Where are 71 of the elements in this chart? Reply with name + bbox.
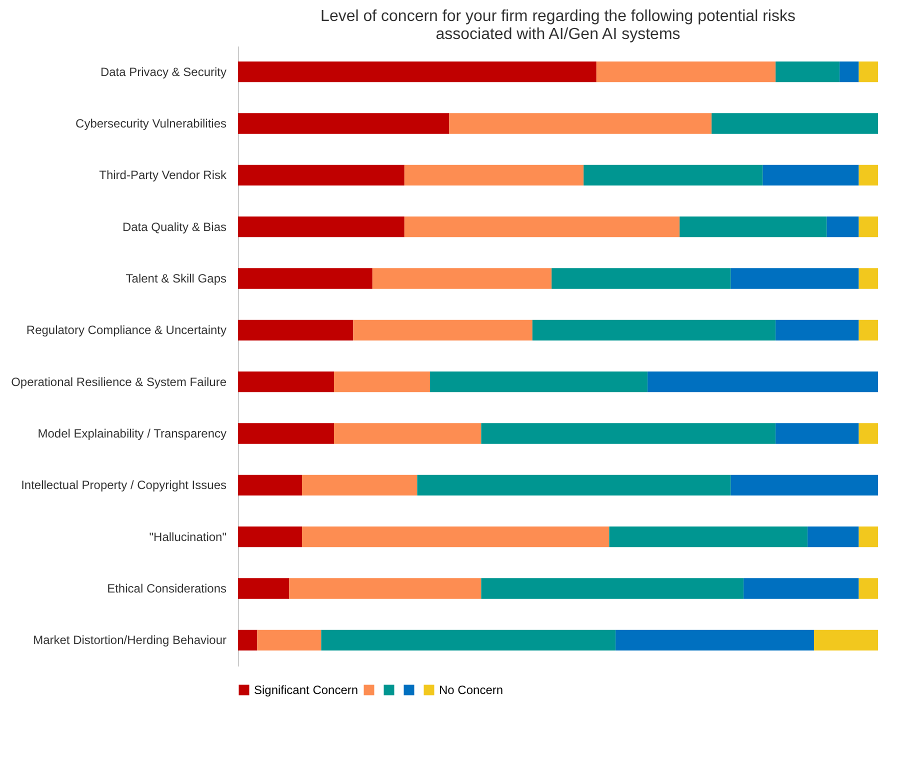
bar	[289, 578, 482, 599]
bar	[776, 320, 859, 340]
bar	[858, 578, 878, 599]
y-tick-label: "Hallucination"	[149, 530, 226, 544]
bar	[238, 423, 334, 444]
bar	[776, 423, 859, 444]
bar	[238, 164, 404, 186]
y-tick-label: Model Explainability / Transparency	[38, 426, 226, 440]
bar	[238, 268, 372, 289]
bar	[238, 474, 302, 496]
bar	[730, 268, 859, 289]
bar	[238, 113, 450, 134]
y-tick-label: Regulatory Compliance & Uncertainty	[26, 323, 226, 338]
bar	[321, 630, 616, 650]
y-tick-label: Data Quality & Bias	[122, 220, 226, 234]
bar	[417, 474, 731, 496]
bar	[404, 216, 680, 238]
bar	[776, 62, 840, 82]
bar	[584, 164, 763, 186]
y-tick-label: Market Distortion/Herding Behaviour	[33, 633, 226, 648]
bar	[712, 113, 878, 134]
legend-label: Significant Concern	[254, 683, 358, 697]
bar	[302, 474, 418, 496]
bar	[552, 268, 731, 289]
bar	[744, 578, 859, 599]
bar	[840, 62, 859, 82]
bar	[858, 216, 878, 238]
y-tick-label: Cybersecurity Vulnerabilities	[76, 116, 226, 130]
bar	[238, 578, 290, 599]
bar	[481, 578, 744, 599]
bar	[858, 320, 878, 340]
y-tick-label: Third-Party Vendor Risk	[99, 168, 228, 182]
bar	[858, 423, 878, 444]
bar	[730, 474, 878, 496]
y-tick-label: Intellectual Property / Copyright Issues	[21, 478, 226, 492]
bar	[616, 630, 814, 650]
bar	[532, 320, 776, 340]
y-tick-label: Ethical Considerations	[107, 582, 226, 596]
y-tick-label: Data Privacy & Security	[100, 64, 226, 79]
chart-title: Level of concern for your firm regarding the following potential risks associated with AI/Gen AI systems	[320, 8, 796, 43]
bar	[353, 320, 532, 340]
bar	[449, 113, 712, 134]
bar	[238, 372, 334, 392]
bar	[238, 216, 404, 238]
bar	[481, 423, 776, 444]
bar	[238, 630, 258, 650]
bar	[858, 268, 878, 289]
bar	[826, 216, 859, 238]
bar	[238, 62, 596, 82]
bar	[858, 164, 878, 186]
bar	[609, 526, 808, 548]
bar	[334, 423, 482, 444]
bar	[596, 62, 776, 82]
bar	[858, 62, 878, 82]
bar	[372, 268, 552, 289]
bar	[808, 526, 859, 548]
bar	[680, 216, 827, 238]
y-tick-label: Operational Resilience & System Failure	[11, 374, 227, 389]
legend-label: No Concern	[439, 683, 504, 697]
bar	[762, 164, 859, 186]
y-tick-label: Talent & Skill Gaps	[126, 272, 226, 286]
bar	[404, 164, 584, 186]
bar	[302, 526, 610, 548]
bar	[257, 630, 322, 650]
bar	[238, 526, 302, 548]
bar	[814, 630, 878, 650]
bar	[858, 526, 878, 548]
bar	[238, 320, 354, 340]
bar	[334, 372, 430, 392]
bar	[648, 372, 878, 392]
bar	[430, 372, 648, 392]
